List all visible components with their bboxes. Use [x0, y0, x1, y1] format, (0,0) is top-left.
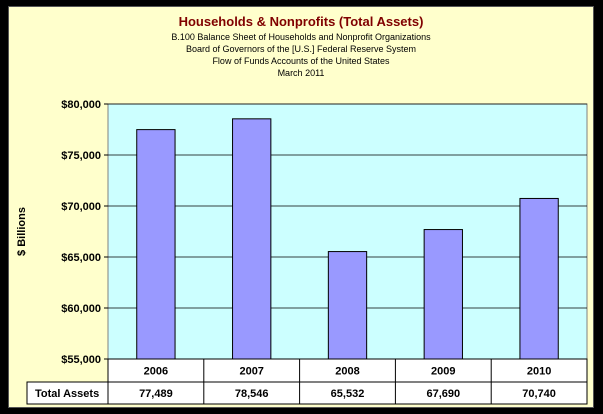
y-tick-label: $80,000: [61, 99, 101, 111]
x-category-label: 2006: [144, 366, 168, 378]
table-value-label: 78,546: [235, 388, 269, 400]
chart-subtitle-line-4: March 2011: [277, 68, 325, 78]
table-value-label: 65,532: [331, 388, 365, 400]
table-value-label: 70,740: [522, 388, 556, 400]
chart-title: Households & Nonprofits (Total Assets): [178, 14, 424, 29]
y-tick-label: $55,000: [61, 354, 101, 366]
x-category-label: 2010: [527, 366, 551, 378]
chart-svg: $55,000 $60,000 $65,000 $70,000 $75,000 $80,0…: [16, 99, 588, 405]
chart-subtitle-line-2: Board of Governors of the [U.S.] Federal…: [185, 44, 417, 54]
bar: [327, 251, 368, 360]
chart-subtitle-line-1: B.100 Balance Sheet of Households and No…: [171, 32, 431, 42]
x-category-label: 2007: [239, 366, 263, 378]
y-tick-label: $75,000: [61, 150, 101, 162]
bar: [232, 118, 272, 360]
table-value-label: 77,489: [139, 388, 173, 400]
table-value-label: 67,690: [426, 388, 460, 400]
x-category-label: 2009: [431, 366, 455, 378]
bar: [136, 129, 176, 360]
y-axis-label: $ Billions: [16, 207, 28, 256]
table-value-row: [26, 381, 588, 405]
bar: [519, 197, 559, 360]
y-tick-label: $70,000: [61, 201, 101, 213]
chart-subtitle-line-3: Flow of Funds Accounts of the United Sta…: [212, 56, 390, 66]
bar: [423, 229, 463, 360]
table-series-name: Total Assets: [35, 388, 99, 400]
y-tick-label: $65,000: [61, 252, 101, 264]
chart-panel: Households & Nonprofits (Total Assets) B…: [8, 6, 594, 408]
y-tick-label: $60,000: [61, 303, 101, 315]
x-category-label: 2008: [335, 366, 359, 378]
